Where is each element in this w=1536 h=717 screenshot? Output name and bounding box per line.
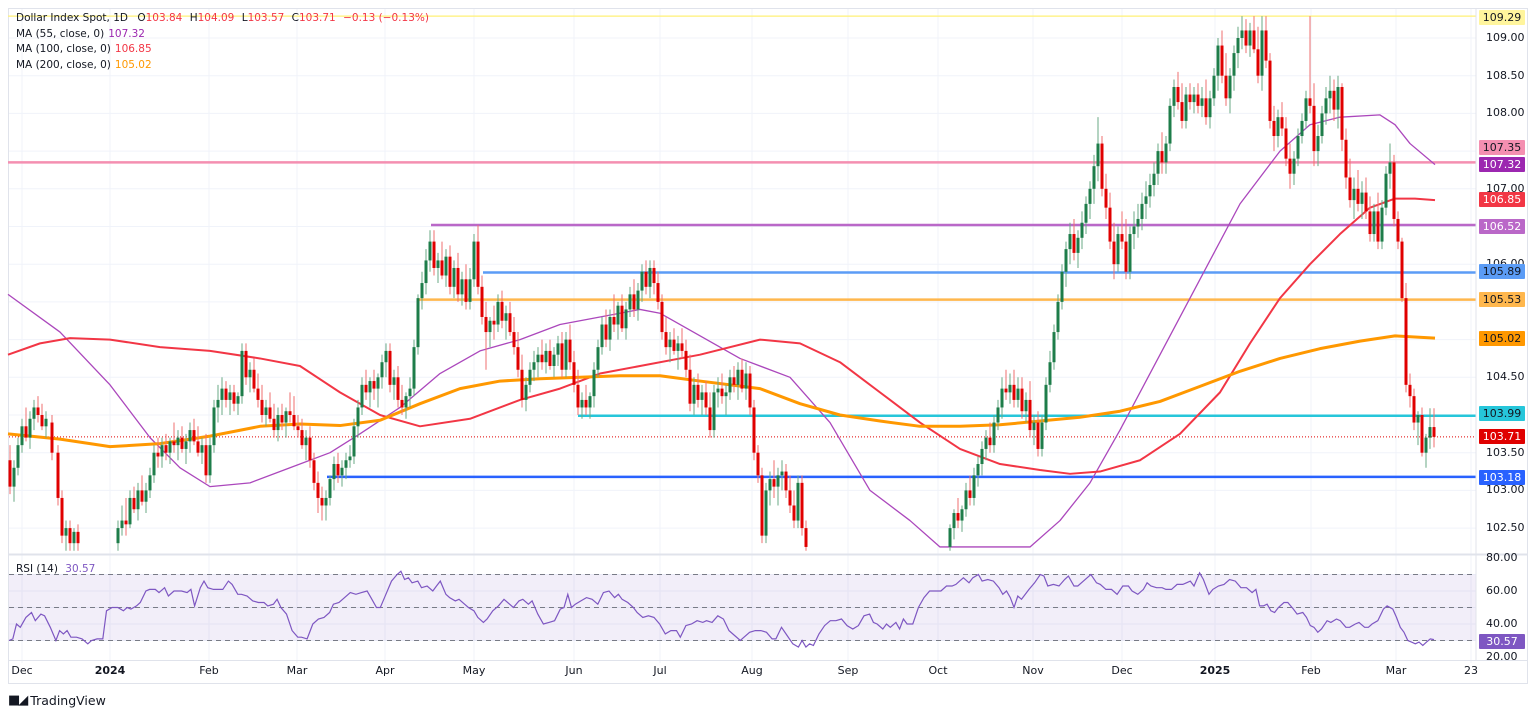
price-tick: 102.50 <box>1486 521 1525 535</box>
price-tag-106-52: 106.52 <box>1479 218 1525 234</box>
time-tick: Feb <box>199 664 219 677</box>
time-tick: Mar <box>1385 664 1407 677</box>
ma200-legend-row[interactable]: MA (200, close, 0) 105.02 <box>16 58 429 74</box>
time-tick: Oct <box>928 664 948 677</box>
price-tick: 103.00 <box>1486 483 1525 497</box>
price-tag-109-29: 109.29 <box>1479 9 1525 25</box>
price-tick: 103.50 <box>1486 445 1525 459</box>
price-tick: 108.50 <box>1486 68 1525 82</box>
time-tick: Sep <box>837 664 859 677</box>
time-tick: Jun <box>565 664 583 677</box>
tradingview-brand[interactable]: ■◢ TradingView <box>8 693 106 708</box>
ma100-legend-row[interactable]: MA (100, close, 0) 106.85 <box>16 42 429 58</box>
rsi-value: 30.57 <box>65 563 96 575</box>
chart-legend: Dollar Index Spot, 1D O103.84 H104.09 L1… <box>16 11 429 73</box>
rsi-line <box>8 570 1435 649</box>
change-value: −0.13 (−0.13%) <box>343 12 429 24</box>
tradingview-logo-icon: ■◢ <box>8 693 28 708</box>
time-tick: 23 <box>1464 664 1478 677</box>
pane-dividers <box>8 8 1528 661</box>
rsi-legend[interactable]: RSI (14) 30.57 <box>16 563 95 575</box>
price-tag-103-71: 103.71 <box>1479 428 1525 444</box>
rsi-tick: 20.00 <box>1486 650 1518 663</box>
symbol-row[interactable]: Dollar Index Spot, 1D O103.84 H104.09 L1… <box>16 11 429 27</box>
close-label: C <box>291 12 299 24</box>
rsi-tick: 60.00 <box>1486 584 1518 597</box>
time-tick: Aug <box>741 664 763 677</box>
price-tag-105-53: 105.53 <box>1479 291 1525 307</box>
rsi-tick: 40.00 <box>1486 617 1518 630</box>
time-tick: Mar <box>286 664 308 677</box>
low-label: L <box>241 12 248 24</box>
price-tag-103-18: 103.18 <box>1479 469 1525 485</box>
ma200-value: 105.02 <box>114 58 152 71</box>
price-tag-107-32: 107.32 <box>1479 156 1525 172</box>
open-label: O <box>137 12 146 24</box>
time-tick: 2025 <box>1199 664 1231 677</box>
high-value: 104.09 <box>197 12 235 24</box>
horizontal-levels <box>8 15 1476 479</box>
time-tick: Jul <box>653 664 667 677</box>
ma100-label: MA (100, close, 0) <box>16 43 111 55</box>
chart-frame <box>8 8 1528 684</box>
price-tick: 109.00 <box>1486 31 1525 44</box>
rsi-value-tag: 30.57 <box>1479 633 1525 649</box>
open-value: 103.84 <box>145 12 183 24</box>
close-value: 103.71 <box>299 12 336 24</box>
price-tag-103-99: 103.99 <box>1479 405 1525 421</box>
price-tag-105-02: 105.02 <box>1479 330 1525 346</box>
symbol-title: Dollar Index Spot, 1D <box>16 12 128 24</box>
price-tick: 108.00 <box>1486 106 1525 120</box>
time-tick: Dec <box>11 664 33 677</box>
rsi-tick: 80.00 <box>1486 551 1518 564</box>
time-tick: Apr <box>375 664 395 677</box>
ma55-legend-row[interactable]: MA (55, close, 0) 107.32 <box>16 27 429 43</box>
ma200-label: MA (200, close, 0) <box>16 58 111 71</box>
price-tag-105-89: 105.89 <box>1479 263 1525 279</box>
low-value: 103.57 <box>247 12 285 24</box>
time-tick: 2024 <box>94 664 126 677</box>
price-tag-107-35: 107.35 <box>1479 139 1525 155</box>
price-tag-106-85: 106.85 <box>1479 191 1525 207</box>
time-tick: Feb <box>1301 664 1321 677</box>
price-tick: 104.50 <box>1486 370 1525 384</box>
candlesticks <box>8 16 1436 551</box>
rsi-band <box>9 574 1476 641</box>
ma55-label: MA (55, close, 0) <box>16 27 105 40</box>
time-tick: Dec <box>1111 664 1133 677</box>
ma100-value: 106.85 <box>114 43 152 55</box>
high-label: H <box>189 12 198 24</box>
brand-name: TradingView <box>30 693 106 708</box>
rsi-label: RSI (14) <box>16 563 58 575</box>
time-tick: Nov <box>1022 664 1044 677</box>
ma55-value: 107.32 <box>108 27 145 40</box>
moving-averages <box>7 114 1436 548</box>
time-tick: May <box>462 664 486 677</box>
